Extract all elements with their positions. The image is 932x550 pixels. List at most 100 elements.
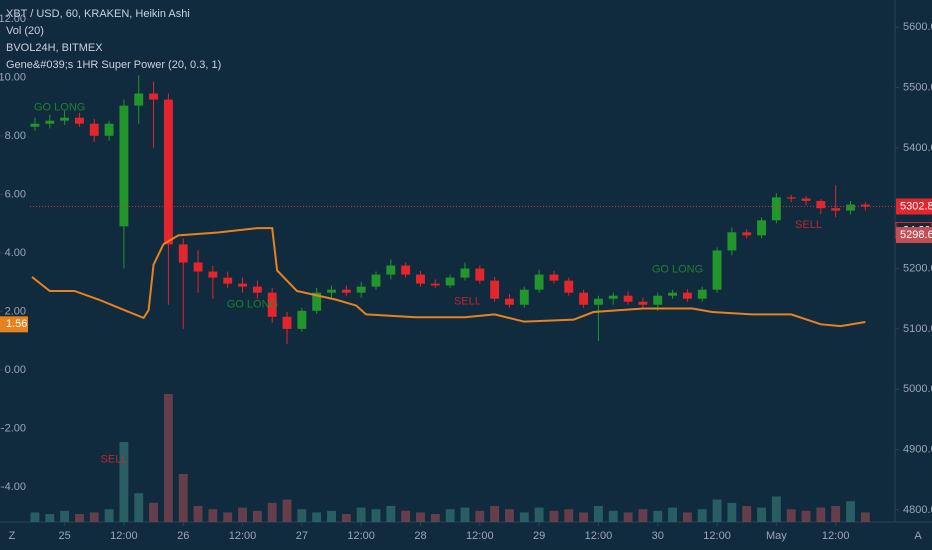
legend-entry: Vol (20) — [6, 25, 44, 37]
x-tick-label: 12:00 — [229, 530, 257, 542]
x-tick-label: 12:00 — [110, 530, 138, 542]
volume-bar — [193, 506, 203, 522]
volume-bar — [89, 512, 99, 522]
candle-body — [579, 292, 589, 305]
indicator-line — [31, 227, 866, 328]
candle-body — [178, 244, 188, 263]
candle-body — [119, 105, 129, 227]
annotation: SELL — [795, 219, 822, 231]
volume-bar — [460, 507, 470, 522]
candle-body — [386, 265, 396, 275]
corner-left[interactable]: Z — [9, 530, 16, 542]
volume-bar — [727, 502, 737, 522]
volume-bar — [60, 510, 70, 522]
candle-body — [341, 289, 351, 293]
candle-body — [327, 289, 336, 293]
indicator-tag-label: 1.56 — [6, 318, 27, 330]
volume-bar — [223, 512, 233, 522]
volume-bar — [564, 509, 574, 522]
candle-body — [564, 280, 574, 293]
candle-body — [371, 274, 381, 287]
x-tick-label: 28 — [414, 530, 426, 542]
annotation: SELL — [454, 296, 481, 308]
volume-bar — [134, 493, 144, 522]
volume-bar — [786, 509, 796, 522]
volume-bar — [623, 512, 633, 522]
y2-tick-label: 10.00 — [0, 71, 26, 83]
volume-bar — [593, 506, 603, 522]
y-tick-label: 4900.0 — [903, 443, 932, 455]
candle-body — [653, 295, 663, 305]
x-tick-label: 30 — [652, 530, 664, 542]
candle-body — [282, 316, 292, 329]
candle-body — [45, 120, 55, 124]
volume-bar — [742, 506, 752, 522]
candle-body — [519, 289, 529, 305]
candle-body — [460, 268, 470, 278]
candle-body — [89, 123, 99, 136]
annotation: GO LONG — [227, 299, 278, 311]
candle-body — [430, 283, 440, 286]
volume-bar — [163, 394, 173, 522]
y2-tick-label: 4.00 — [5, 247, 26, 259]
candle-body — [312, 292, 322, 311]
candle-body — [846, 204, 855, 211]
volume-bar — [401, 510, 411, 522]
y2-tick-label: -4.00 — [1, 481, 26, 493]
volume-bar — [45, 514, 55, 522]
candle-body — [697, 289, 707, 299]
annotation: GO LONG — [652, 264, 703, 276]
price-tag-label: 5302.8 — [900, 200, 932, 212]
volume-bar — [801, 510, 811, 522]
candle-body — [831, 208, 841, 211]
x-tick-label: 29 — [533, 530, 545, 542]
candle-body — [149, 93, 159, 100]
candle-body — [193, 262, 203, 272]
volume-bar — [757, 507, 766, 522]
y-tick-label: 5500.0 — [903, 81, 932, 93]
candle-body — [623, 295, 633, 302]
x-tick-label: 26 — [177, 530, 189, 542]
volume-bar — [771, 496, 781, 522]
volume-bar — [846, 501, 855, 522]
candle-body — [490, 280, 500, 299]
indicator-tag — [0, 316, 28, 333]
candle-body — [860, 204, 870, 207]
candle-body — [356, 286, 366, 293]
annotation: SELL — [101, 454, 128, 466]
volume-bar — [505, 509, 514, 522]
candle-body — [668, 292, 678, 296]
candle-body — [638, 301, 648, 305]
candle-body — [816, 200, 826, 209]
volume-bar — [30, 512, 40, 522]
volume-bar — [579, 512, 589, 522]
volume-bar — [327, 510, 336, 522]
volume-bar — [282, 499, 292, 522]
volume-bar — [312, 512, 322, 522]
y-tick-label: 5100.0 — [903, 323, 932, 335]
volume-bar — [682, 512, 692, 522]
y-tick-label: 5400.0 — [903, 142, 932, 154]
corner-right[interactable]: A — [914, 530, 922, 542]
price-tag-label: 5298.6 — [900, 229, 932, 241]
y2-tick-label: 8.00 — [5, 130, 26, 142]
legend-entry: XBT / USD, 60, KRAKEN, Heikin Ashi — [6, 8, 190, 20]
candle-body — [297, 310, 307, 329]
y2-tick-label: 6.00 — [5, 188, 26, 200]
y2-tick-label: -2.00 — [1, 422, 26, 434]
volume-bar — [416, 512, 425, 522]
x-tick-label: 12:00 — [585, 530, 613, 542]
candle-body — [223, 277, 233, 284]
volume-bar — [712, 499, 722, 522]
volume-bar — [371, 509, 381, 522]
candle-body — [238, 283, 247, 287]
volume-bar — [534, 507, 544, 522]
x-tick-label: 12:00 — [703, 530, 731, 542]
volume-bar — [178, 474, 188, 522]
y-tick-label: 5200.0 — [903, 262, 932, 274]
y-tick-label: 5600.0 — [903, 21, 932, 33]
candle-body — [475, 268, 485, 281]
candle-body — [801, 198, 811, 201]
x-tick-label: May — [766, 530, 787, 542]
legend-entry: BVOL24H, BITMEX — [6, 42, 103, 54]
